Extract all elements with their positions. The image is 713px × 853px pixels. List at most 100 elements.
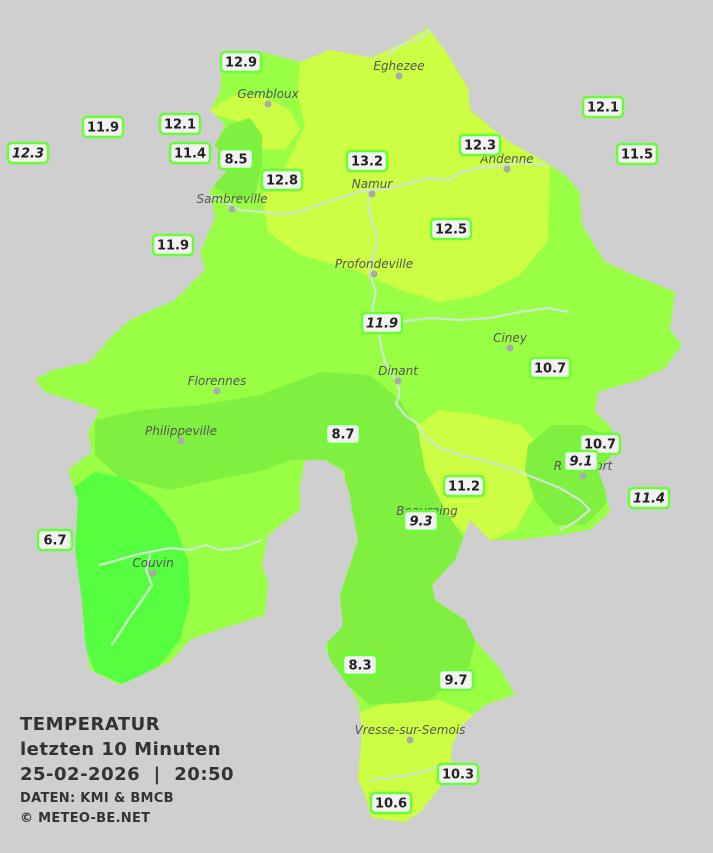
station-badge[interactable]: 11.4	[168, 141, 212, 165]
city-marker-icon	[503, 165, 511, 173]
city-eghezee: Eghezee	[373, 59, 425, 80]
station-temperature: 12.5	[435, 223, 467, 238]
station-badge[interactable]: 12.1	[158, 112, 202, 136]
station-temperature: 11.9	[87, 121, 119, 136]
station-badge[interactable]: 12.5	[429, 217, 473, 241]
station-badge[interactable]: 11.9	[81, 115, 125, 139]
city-label: Florennes	[188, 374, 247, 388]
city-vresse-sur-semois: Vresse-sur-Semois	[355, 723, 466, 744]
station-badge[interactable]: 11.5	[615, 142, 659, 166]
station-badge[interactable]: 10.7	[578, 432, 622, 456]
station-badge-box	[345, 149, 389, 173]
station-badge[interactable]: 10.7	[528, 356, 572, 380]
city-marker-icon	[368, 190, 376, 198]
station-badge[interactable]: 12.9	[219, 50, 263, 74]
station-badge[interactable]: 10.6	[369, 791, 413, 815]
cool-zone-central	[95, 372, 480, 705]
city-ciney: Ciney	[493, 331, 528, 352]
station-badge[interactable]: 11.9	[360, 311, 404, 335]
station-temperature: 6.7	[43, 534, 66, 549]
station-badge[interactable]: 11.2	[442, 474, 486, 498]
city-label: Profondeville	[335, 257, 413, 271]
city-label: Vresse-sur-Semois	[355, 723, 466, 737]
legend-title: TEMPERATUR	[20, 714, 161, 735]
station-badge[interactable]: 12.8	[260, 168, 304, 192]
city-label: Dinant	[378, 364, 419, 378]
station-badge[interactable]: 8.5	[217, 147, 255, 171]
station-badge-box	[581, 95, 625, 119]
station-badge[interactable]: 11.4	[627, 486, 671, 510]
station-temperature: 10.7	[584, 438, 616, 453]
station-badge-box	[402, 509, 440, 533]
city-marker-icon	[394, 377, 402, 385]
station-badge-box	[442, 474, 486, 498]
legend-source: DATEN: KMI & BMCB	[20, 791, 174, 806]
station-badge[interactable]: 9.1	[562, 449, 600, 473]
city-namur: Namur	[352, 177, 394, 198]
city-marker-icon	[228, 205, 236, 213]
station-badge-box	[6, 141, 50, 165]
station-badge[interactable]: 8.7	[324, 422, 362, 446]
station-badge-box	[219, 50, 263, 74]
city-marker-icon	[264, 100, 272, 108]
station-badge-box	[369, 791, 413, 815]
city-label: Philippeville	[145, 424, 217, 438]
station-badge-box	[217, 147, 255, 171]
station-temperature: 11.2	[448, 480, 480, 495]
station-badge[interactable]: 8.3	[341, 653, 379, 677]
city-florennes: Florennes	[188, 374, 247, 395]
station-badge-box	[324, 422, 362, 446]
station-temperature: 10.3	[442, 768, 474, 783]
station-temperature: 12.3	[464, 139, 496, 154]
station-badge[interactable]: 12.3	[6, 141, 50, 165]
station-temperature: 11.4	[174, 147, 206, 162]
city-label: Sambreville	[196, 192, 267, 206]
city-label: Gembloux	[237, 87, 299, 101]
station-temperature: 10.6	[375, 797, 407, 812]
station-badge[interactable]: 9.7	[437, 668, 475, 692]
station-badge[interactable]: 6.7	[36, 528, 74, 552]
city-marker-icon	[406, 736, 414, 744]
station-temperature: 12.9	[225, 56, 257, 71]
city-marker-icon	[149, 569, 157, 577]
city-gembloux: Gembloux	[237, 87, 300, 108]
city-couvin: Couvin	[132, 556, 174, 577]
station-temperature: 9.3	[409, 515, 432, 530]
legend-copyright: © METEO-BE.NET	[20, 811, 151, 826]
station-badge[interactable]: 10.3	[436, 762, 480, 786]
station-temperature: 11.4	[633, 492, 665, 507]
station-badge[interactable]: 13.2	[345, 149, 389, 173]
station-temperature: 12.8	[266, 174, 298, 189]
rivers	[98, 28, 592, 782]
station-badge[interactable]: 12.3	[458, 133, 502, 157]
city-marker-icon	[579, 472, 587, 480]
legend-datetime: 25-02-2026 | 20:50	[20, 764, 235, 785]
station-badge[interactable]: 9.3	[402, 509, 440, 533]
station-badge-box	[168, 141, 212, 165]
city-sambreville: Sambreville	[196, 192, 268, 213]
station-badge-box	[360, 311, 404, 335]
station-temperature: 12.1	[164, 118, 196, 133]
city-label: Namur	[352, 177, 394, 191]
station-badge-box	[437, 668, 475, 692]
station-badge-box	[436, 762, 480, 786]
city-label: Ciney	[493, 331, 528, 345]
station-temperature: 9.7	[444, 674, 467, 689]
station-temperature: 11.9	[157, 239, 189, 254]
station-badge-box	[528, 356, 572, 380]
station-badge-box	[562, 449, 600, 473]
station-badge-box	[36, 528, 74, 552]
station-badge[interactable]: 11.9	[151, 233, 195, 257]
station-temperature: 11.9	[366, 317, 398, 332]
city-philippeville: Philippeville	[145, 424, 217, 445]
city-marker-icon	[213, 387, 221, 395]
city-label: Eghezee	[373, 59, 424, 73]
station-badge-box	[458, 133, 502, 157]
station-temperature: 8.7	[331, 428, 354, 443]
station-badge[interactable]: 12.1	[581, 95, 625, 119]
station-badge-box	[578, 432, 622, 456]
station-temperature: 11.5	[621, 148, 653, 163]
city-profondeville: Profondeville	[335, 257, 413, 278]
